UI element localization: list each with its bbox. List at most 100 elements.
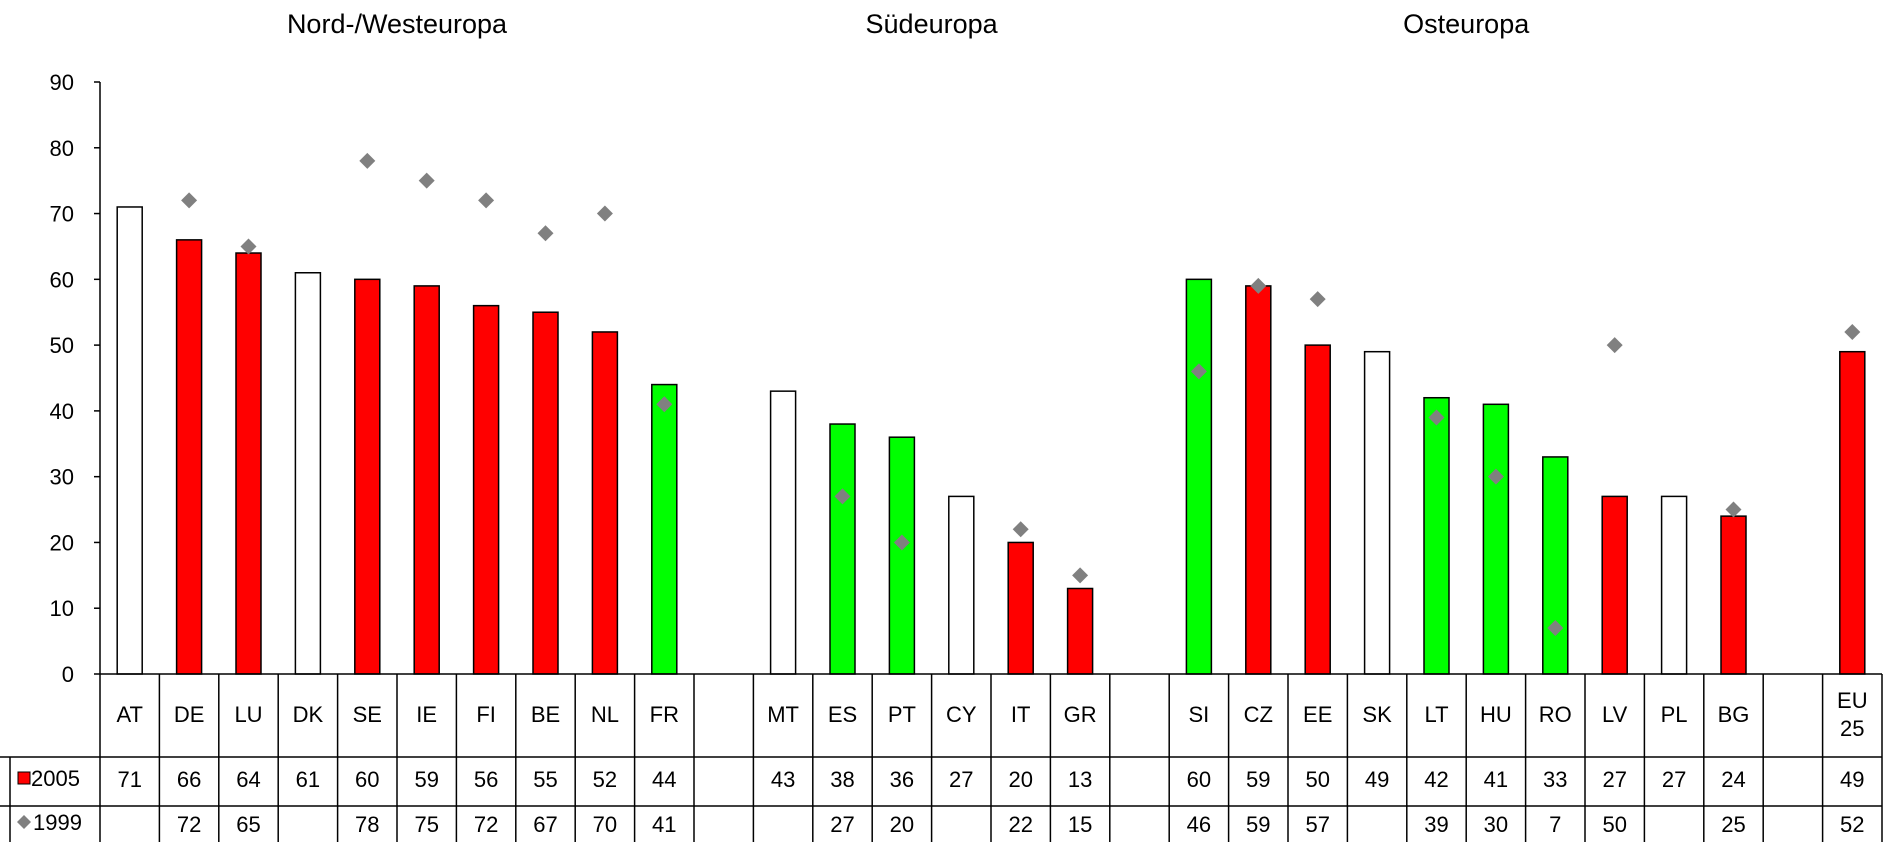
value-2005: 59 [1246, 767, 1270, 792]
value-1999: 59 [1246, 812, 1270, 837]
bar-2005 [1245, 285, 1272, 675]
marker-1999 [1606, 337, 1623, 354]
value-2005: 55 [533, 767, 557, 792]
marker-1999 [1309, 291, 1326, 308]
value-1999: 72 [177, 812, 201, 837]
bar-2005 [1839, 350, 1866, 675]
value-1999: 78 [355, 812, 379, 837]
category-label: LU [234, 702, 262, 727]
value-2005: 64 [236, 767, 260, 792]
category-label: BE [531, 702, 560, 727]
value-2005: 27 [949, 767, 973, 792]
bar-2005 [235, 252, 262, 675]
category-label: BG [1718, 702, 1750, 727]
category-label: GR [1064, 702, 1097, 727]
marker-1999 [478, 192, 495, 209]
y-tick-label: 80 [50, 136, 74, 161]
value-2005: 56 [474, 767, 498, 792]
bar-2005 [651, 383, 678, 675]
category-label: HU [1480, 702, 1512, 727]
y-tick-label: 20 [50, 530, 74, 555]
value-1999: 46 [1187, 812, 1211, 837]
value-2005: 60 [355, 767, 379, 792]
value-2005: 42 [1424, 767, 1448, 792]
y-tick-label: 10 [50, 596, 74, 621]
category-label: IT [1011, 702, 1031, 727]
value-1999: 20 [890, 812, 914, 837]
value-1999: 70 [593, 812, 617, 837]
marker-1999 [537, 225, 554, 242]
value-2005: 38 [830, 767, 854, 792]
value-1999: 30 [1484, 812, 1508, 837]
category-label: FI [476, 702, 496, 727]
bar-2005 [888, 436, 916, 675]
value-2005: 71 [117, 767, 141, 792]
value-2005: 20 [1008, 767, 1032, 792]
category-label: CY [946, 702, 977, 727]
legend-label-2005: 2005 [31, 766, 80, 791]
marker-1999 [1428, 409, 1445, 426]
value-2005: 27 [1602, 767, 1626, 792]
value-2005: 66 [177, 767, 201, 792]
y-tick-label: 0 [62, 662, 74, 687]
category-label: MT [767, 702, 799, 727]
bar-2005 [1423, 396, 1450, 675]
category-label: EE [1303, 702, 1332, 727]
category-label: NL [591, 702, 619, 727]
group-title: Osteuropa [1403, 9, 1530, 39]
category-label: SI [1189, 702, 1210, 727]
value-2005: 41 [1484, 767, 1508, 792]
bar-2005 [1482, 403, 1510, 675]
bar-2005 [294, 272, 322, 675]
marker-1999 [1072, 567, 1089, 584]
value-2005: 43 [771, 767, 795, 792]
value-2005: 44 [652, 767, 676, 792]
marker-1999 [1190, 363, 1207, 380]
value-2005: 61 [296, 767, 320, 792]
marker-1999 [1487, 468, 1504, 485]
marker-1999 [834, 488, 851, 505]
value-2005: 49 [1840, 767, 1864, 792]
category-label: CZ [1244, 702, 1273, 727]
bar-2005 [1720, 515, 1747, 675]
value-1999: 39 [1424, 812, 1448, 837]
value-1999: 65 [236, 812, 260, 837]
value-1999: 15 [1068, 812, 1092, 837]
y-tick-label: 60 [50, 267, 74, 292]
marker-1999 [418, 172, 435, 189]
y-tick-label: 70 [50, 202, 74, 227]
value-1999: 57 [1305, 812, 1329, 837]
value-1999: 25 [1721, 812, 1745, 837]
marker-1999 [1547, 619, 1564, 636]
value-2005: 27 [1662, 767, 1686, 792]
category-label: DE [174, 702, 205, 727]
bar-2005 [829, 423, 856, 675]
bar-2005 [413, 285, 440, 675]
value-1999: 22 [1008, 812, 1032, 837]
category-label: 25 [1840, 716, 1864, 741]
value-2005: 36 [890, 767, 914, 792]
value-2005: 33 [1543, 767, 1567, 792]
category-label: ES [828, 702, 857, 727]
bar-2005 [472, 304, 500, 675]
value-2005: 13 [1068, 767, 1092, 792]
group-title: Nord-/Westeuropa [287, 9, 508, 39]
legend-label-1999: 1999 [33, 810, 82, 835]
category-label: PT [888, 702, 916, 727]
marker-1999 [656, 396, 673, 413]
y-tick-label: 30 [50, 465, 74, 490]
value-1999: 7 [1549, 812, 1561, 837]
y-tick-label: 50 [50, 333, 74, 358]
bar-2005 [591, 331, 619, 675]
category-label: SK [1362, 702, 1392, 727]
legend-swatch-2005 [17, 771, 31, 785]
bar-2005 [354, 278, 381, 675]
value-2005: 24 [1721, 767, 1745, 792]
legend-marker-1999 [17, 815, 31, 829]
category-label: IE [416, 702, 437, 727]
category-label: PL [1661, 702, 1688, 727]
bar-2005 [1007, 541, 1034, 675]
category-label: EU [1837, 688, 1868, 713]
category-label: LT [1424, 702, 1448, 727]
marker-1999 [1012, 521, 1029, 538]
